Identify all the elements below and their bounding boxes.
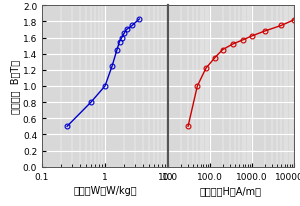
Y-axis label: 磁浟密度  B（T）: 磁浟密度 B（T） bbox=[10, 60, 20, 114]
X-axis label: 磁化力　H（A/m）: 磁化力 H（A/m） bbox=[200, 185, 262, 195]
X-axis label: 鉄損　W（W/kg）: 鉄損 W（W/kg） bbox=[73, 185, 137, 195]
